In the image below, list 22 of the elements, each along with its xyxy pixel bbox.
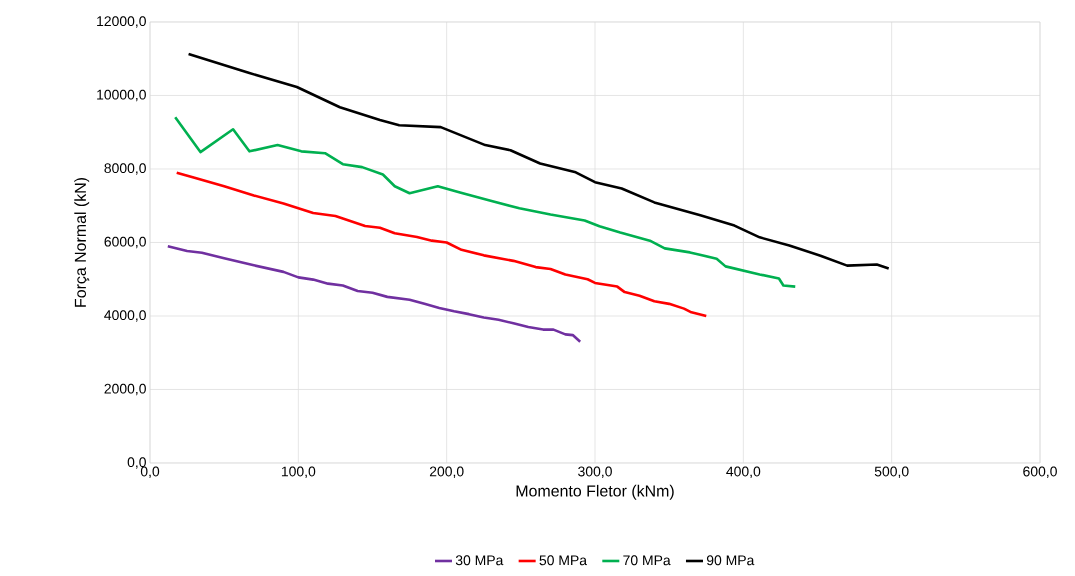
x-axis-title: Momento Fletor (kNm) [516, 484, 674, 500]
x-tick-label: 600,0 [1023, 466, 1057, 479]
x-tick-label: 500,0 [874, 466, 909, 479]
y-tick-label: 2000,0 [104, 383, 146, 396]
legend-label: 30 MPa [455, 555, 504, 566]
x-tick-label: 400,0 [726, 466, 761, 479]
line-series [187, 52, 891, 270]
line-series [166, 244, 582, 344]
y-tick-label: 12000,0 [97, 16, 146, 28]
y-axis-title: Força Normal (kN) [74, 177, 90, 307]
x-tick-label: 300,0 [578, 466, 612, 479]
x-tick-label: 200,0 [429, 466, 464, 479]
line-series [175, 171, 708, 318]
line-series [173, 115, 797, 288]
y-tick-label: 10000,0 [97, 89, 146, 102]
y-tick-label: 6000,0 [104, 236, 146, 249]
x-tick-label: 100,0 [281, 466, 316, 479]
legend-label: 50 MPa [539, 555, 588, 566]
y-tick-label: 4000,0 [104, 310, 146, 322]
legend-label: 70 MPa [623, 555, 671, 566]
y-tick-label: 8000,0 [104, 163, 146, 175]
legend-label: 90 MPa [706, 555, 755, 566]
